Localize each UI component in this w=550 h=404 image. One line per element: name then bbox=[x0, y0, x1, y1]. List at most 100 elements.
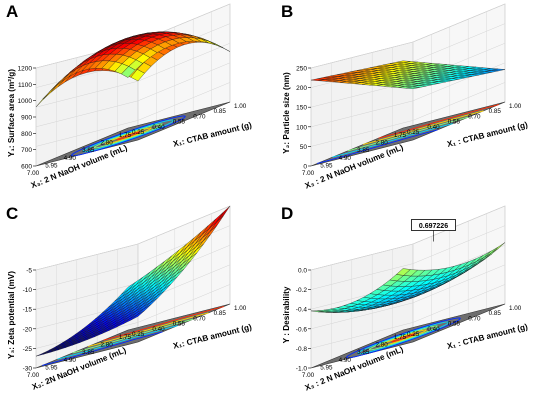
x-tick-label: 4.90 bbox=[64, 155, 77, 162]
floor-contour-line bbox=[317, 129, 438, 164]
floor-contour-line bbox=[357, 321, 450, 355]
response-surface bbox=[310, 242, 506, 313]
z-tick-label: 200 bbox=[296, 85, 307, 92]
z-tick-label: 800 bbox=[21, 131, 32, 138]
z-tick-label: -10 bbox=[23, 287, 33, 294]
z-tick-label: 700 bbox=[21, 147, 32, 154]
floor-contour-line bbox=[70, 115, 186, 157]
y-tick-label: 0.40 bbox=[152, 326, 165, 333]
floor-contour-line bbox=[57, 325, 178, 360]
optimum-annotation-label: 0.697226 bbox=[419, 223, 448, 230]
x-tick-label: 7.00 bbox=[27, 372, 40, 379]
z-axis-title: Y₁: Surface area (m²/g) bbox=[7, 69, 16, 157]
panel-label-d: D bbox=[281, 204, 294, 223]
z-axis-title: Y : Desirability bbox=[282, 286, 291, 343]
y-tick-label: 0.85 bbox=[214, 310, 227, 317]
z-tick-label: 600 bbox=[21, 164, 32, 171]
y-tick-label: 1.00 bbox=[509, 305, 522, 312]
x-tick-label: 7.00 bbox=[302, 170, 315, 177]
floor-contour-line bbox=[93, 123, 164, 149]
z-tick-label: -0.2 bbox=[296, 287, 308, 294]
response-surface bbox=[35, 31, 231, 108]
response-surface bbox=[310, 60, 506, 89]
floor-contour-line bbox=[378, 104, 499, 139]
z-tick-label: -1.0 bbox=[296, 366, 308, 373]
y-tick-label: 0.70 bbox=[468, 315, 481, 322]
z-tick-label: 0 bbox=[303, 164, 307, 171]
y-tick-label: 0.70 bbox=[468, 113, 481, 120]
floor-contour-line bbox=[72, 318, 194, 354]
x-tick-label: 5.95 bbox=[45, 162, 58, 169]
z-tick-label: -30 bbox=[23, 366, 33, 373]
x-tick-label: 2.80 bbox=[100, 342, 113, 349]
y-tick-label: 0.85 bbox=[489, 310, 502, 317]
z-tick-label: 900 bbox=[21, 115, 32, 122]
x-tick-label: 4.90 bbox=[339, 357, 352, 364]
surface-cell bbox=[396, 268, 411, 276]
y-tick-label: 0.25 bbox=[407, 129, 420, 136]
y-tick-label: 0.85 bbox=[214, 108, 227, 115]
panel-b: 0 50 100 150 200 250 7.00 5.95 4.90 3.85 2.80 1.75 0… bbox=[275, 0, 550, 202]
floor-contour-line bbox=[345, 317, 461, 359]
x-tick-label: 3.85 bbox=[82, 147, 95, 154]
surface-cell bbox=[396, 60, 411, 63]
x-tick-label: 2.80 bbox=[375, 342, 388, 349]
surface-plot-d: -1.0 -0.8 -0.6 -0.4 -0.2 0.0 7.00 5.95 4.90 3.85 2… bbox=[282, 205, 529, 393]
z-tick-label: 250 bbox=[296, 66, 307, 73]
z-tick-label: -0.8 bbox=[296, 346, 308, 353]
x-tick-label: 3.85 bbox=[357, 349, 370, 356]
z-axis-title: Y₂: Particle size (nm) bbox=[282, 72, 291, 154]
x-tick-label: 1.75 bbox=[394, 334, 407, 341]
z-tick-label: 1200 bbox=[18, 66, 33, 73]
x-tick-label: 7.00 bbox=[302, 372, 315, 379]
floor-contour-line bbox=[88, 312, 209, 347]
x-tick-label: 1.75 bbox=[394, 132, 407, 139]
panel-d: -1.0 -0.8 -0.6 -0.4 -0.2 0.0 7.00 5.95 4.90 3.85 2… bbox=[275, 202, 550, 404]
z-tick-label: 1000 bbox=[18, 98, 33, 105]
y-tick-label: 0.55 bbox=[448, 119, 461, 126]
x-tick-label: 7.00 bbox=[27, 170, 40, 177]
floor-contour-line bbox=[82, 119, 175, 153]
y-tick-label: 0.55 bbox=[173, 321, 186, 328]
panel-label-b: B bbox=[281, 2, 294, 21]
surface-cell bbox=[121, 282, 136, 295]
x-tick-label: 5.95 bbox=[320, 162, 333, 169]
floor-contour-line bbox=[391, 333, 416, 343]
floor-contour-line bbox=[368, 325, 439, 351]
x-tick-label: 2.80 bbox=[375, 140, 388, 147]
x-tick-label: 4.90 bbox=[339, 155, 352, 162]
floor-contour-line bbox=[42, 331, 163, 366]
y-tick-label: 1.00 bbox=[234, 305, 247, 312]
floor-contour-line bbox=[332, 123, 453, 158]
z-tick-label: -0.6 bbox=[296, 326, 308, 333]
z-tick-label: 1100 bbox=[18, 82, 32, 89]
surface-cell bbox=[121, 66, 136, 78]
floor-contour-line bbox=[105, 127, 152, 145]
floor-contour-line bbox=[103, 306, 224, 341]
x-tick-label: 5.95 bbox=[320, 364, 333, 371]
y-tick-label: 0.25 bbox=[132, 331, 145, 338]
x-tick-label: 5.95 bbox=[45, 364, 58, 371]
y-tick-label: 0.25 bbox=[407, 331, 420, 338]
z-tick-label: -20 bbox=[23, 326, 33, 333]
surface-plot-a: 600 700 800 900 1000 1100 1200 7.00 5.95 4.90 3.85… bbox=[7, 3, 253, 190]
y-tick-label: 0.40 bbox=[427, 124, 440, 131]
floor-contour-line bbox=[363, 110, 484, 145]
z-tick-label: 150 bbox=[296, 105, 307, 112]
z-tick-label: 0.0 bbox=[298, 268, 307, 275]
y-tick-label: 0.85 bbox=[489, 108, 502, 115]
panel-c: -30 -25 -20 -15 -10 -5 7.00 5.95 4.90 3.85 2.80 1.7… bbox=[0, 202, 275, 404]
surface-plot-c: -30 -25 -20 -15 -10 -5 7.00 5.95 4.90 3.85 2.80 1.7… bbox=[7, 205, 253, 392]
response-surface bbox=[35, 205, 231, 357]
z-tick-label: 50 bbox=[300, 144, 308, 151]
y-tick-label: 0.55 bbox=[448, 321, 461, 328]
z-tick-label: -5 bbox=[26, 268, 32, 275]
y-tick-label: 0.25 bbox=[132, 129, 145, 136]
z-tick-label: -15 bbox=[23, 307, 33, 314]
y-tick-label: 0.40 bbox=[427, 326, 440, 333]
floor-contour-line bbox=[116, 131, 141, 141]
floor-contour-line bbox=[380, 329, 427, 347]
z-tick-label: 100 bbox=[296, 124, 307, 131]
panel-label-c: C bbox=[6, 204, 19, 223]
y-tick-label: 0.70 bbox=[193, 315, 206, 322]
